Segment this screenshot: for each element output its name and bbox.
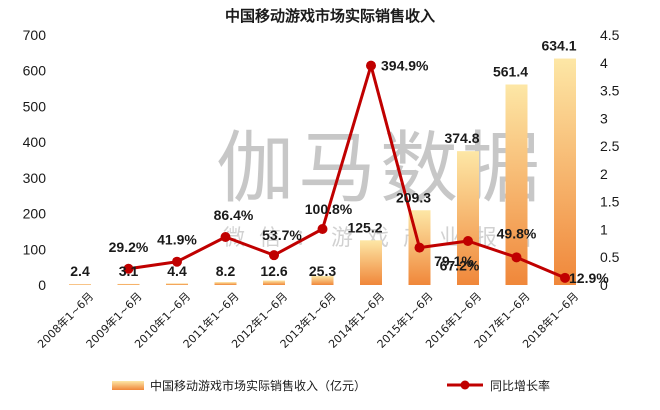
y-left-tick-label: 400: [23, 134, 47, 150]
bar: [117, 283, 140, 285]
bar: [457, 151, 479, 285]
y-right-tick-label: 3.5: [600, 83, 620, 99]
bar-value-label: 4.4: [167, 263, 187, 279]
y-right-tick-label: 0: [600, 277, 608, 293]
growth-rate-label: 79.1%: [434, 253, 474, 269]
bar-value-label: 2.4: [70, 263, 90, 279]
bar: [360, 240, 382, 285]
growth-rate-point: [463, 236, 473, 246]
bar-value-label: 125.2: [347, 219, 382, 235]
legend-line-marker: [460, 380, 470, 390]
y-right-tick-label: 1.5: [600, 194, 620, 210]
legend-bar-label: 中国移动游戏市场实际销售收入（亿元）: [150, 378, 366, 393]
watermark-main: 伽马数据: [216, 124, 544, 214]
growth-rate-point: [220, 232, 231, 242]
bar-value-label: 8.2: [216, 263, 236, 279]
growth-rate-point: [560, 272, 570, 283]
bar: [263, 280, 285, 285]
y-right-tick-label: 4: [600, 55, 608, 71]
y-left-tick-label: 200: [23, 206, 47, 222]
bar-value-label: 634.1: [541, 38, 576, 54]
y-left-tick-label: 100: [23, 241, 47, 257]
growth-rate-point: [123, 263, 134, 274]
growth-rate-label: 12.9%: [569, 270, 609, 286]
y-axis-left: 0 100 200 300 400 500 600 700: [23, 27, 47, 293]
bar-value-label: 209.3: [396, 189, 431, 205]
growth-rate-line: [128, 64, 566, 280]
x-axis-ticks: 2008年1~6月2009年1~6月2010年1~6月2011年1~6月2012…: [34, 289, 581, 351]
legend: 中国移动游戏市场实际销售收入（亿元） 同比增长率: [112, 378, 550, 393]
growth-rate-label: 86.4%: [214, 207, 254, 223]
y-right-tick-label: 0.5: [600, 249, 620, 265]
bar-value-label: 25.3: [309, 263, 336, 279]
y-axis-right: 0 0.5 1 1.5 2 2.5 3 3.5 4 4.5: [600, 27, 620, 293]
bar: [166, 283, 188, 285]
y-left-tick-label: 500: [23, 98, 47, 114]
bar: [505, 84, 528, 285]
bar: [311, 275, 334, 285]
bar: [69, 284, 91, 285]
growth-rate-label: 100.8%: [305, 201, 353, 217]
y-right-tick-label: 4.5: [600, 27, 620, 43]
bar-value-label: 12.6: [260, 263, 287, 279]
bar-value-label: 561.4: [493, 64, 528, 80]
y-right-tick-label: 1: [600, 221, 608, 237]
y-left-tick-label: 300: [23, 170, 47, 186]
bar-value-labels: 2.4 3.1 4.4 8.2 12.6 25.3 125.2 209.3 374.8 561.4…: [70, 38, 576, 279]
bar: [214, 282, 237, 285]
y-right-tick-label: 2.5: [600, 138, 620, 154]
y-left-tick-label: 600: [23, 63, 47, 79]
growth-rate-labels: 29.2% 41.9% 86.4% 53.7%100.8% 394.9% 67.2%79.…: [109, 58, 610, 286]
legend-line-label: 同比增长率: [490, 378, 550, 393]
growth-rate-label: 41.9%: [157, 232, 197, 248]
growth-rate-label: 394.9%: [381, 58, 429, 74]
growth-rate-point: [172, 256, 182, 267]
line-series: [123, 60, 570, 283]
growth-rate-label: 53.7%: [262, 227, 302, 243]
growth-rate-point: [366, 60, 376, 71]
growth-rate-label: 29.2%: [109, 239, 149, 255]
y-left-tick-label: 0: [38, 277, 46, 293]
growth-rate-point: [269, 250, 279, 261]
growth-rate-point: [414, 242, 425, 253]
chart-title: 中国移动游戏市场实际销售收入: [225, 7, 435, 25]
growth-rate-point: [317, 224, 328, 234]
growth-rate-point: [511, 252, 522, 263]
watermark: 伽马数据 微信：游戏产业报告: [216, 124, 544, 251]
bar-value-label: 3.1: [119, 263, 139, 279]
y-right-tick-label: 2: [600, 166, 608, 182]
bar: [554, 58, 576, 286]
growth-rate-label: 49.8%: [497, 225, 537, 241]
growth-rate-label: 67.2%: [440, 258, 480, 274]
y-right-tick-label: 3: [600, 110, 608, 126]
y-left-tick-label: 700: [23, 27, 47, 43]
bar-value-label: 374.8: [444, 130, 479, 146]
legend-bar-swatch: [112, 381, 144, 390]
